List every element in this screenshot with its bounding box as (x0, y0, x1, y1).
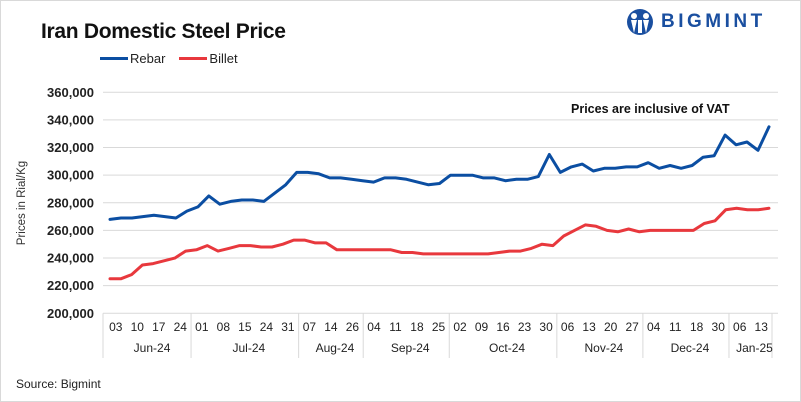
y-tick-label: 320,000 (47, 140, 94, 155)
x-tick-label: 04 (367, 320, 381, 334)
bigmint-logo-icon (627, 9, 653, 35)
x-tick-label: 20 (604, 320, 618, 334)
series-line-billet (108, 206, 771, 281)
y-tick-label: 360,000 (47, 85, 94, 100)
x-tick-label: 30 (539, 320, 553, 334)
x-tick-label: 01 (195, 320, 209, 334)
x-tick-label: 08 (217, 320, 231, 334)
legend-item-billet: Billet (179, 51, 238, 66)
x-tick-label: 24 (174, 320, 188, 334)
x-month-label: Jan-25 (736, 341, 773, 355)
x-tick-label: 31 (281, 320, 295, 334)
chart-title: Iran Domestic Steel Price (41, 20, 286, 43)
x-month-label: Dec-24 (671, 341, 710, 355)
vat-annotation: Prices are inclusive of VAT (571, 102, 730, 116)
series-line-rebar (108, 125, 771, 221)
y-tick-label: 280,000 (47, 195, 94, 210)
x-tick-label: 15 (238, 320, 252, 334)
brand-name: BIGMINT (661, 11, 766, 32)
y-tick-label: 200,000 (47, 306, 94, 321)
x-tick-label: 30 (712, 320, 726, 334)
x-month-label: Nov-24 (585, 341, 624, 355)
x-tick-label: 06 (561, 320, 575, 334)
x-tick-label: 04 (647, 320, 661, 334)
x-tick-label: 18 (410, 320, 424, 334)
x-tick-label: 16 (496, 320, 510, 334)
y-tick-label: 300,000 (47, 168, 94, 183)
x-tick-label: 26 (346, 320, 360, 334)
y-tick-label: 340,000 (47, 112, 94, 127)
x-tick-label: 10 (131, 320, 145, 334)
x-month-label: Aug-24 (316, 341, 355, 355)
x-tick-label: 18 (690, 320, 704, 334)
x-tick-label: 02 (453, 320, 467, 334)
legend-swatch-billet (179, 57, 208, 60)
x-tick-label: 23 (518, 320, 532, 334)
x-tick-label: 14 (324, 320, 338, 334)
x-tick-label: 17 (152, 320, 166, 334)
legend: Rebar Billet (100, 51, 252, 66)
y-tick-label: 220,000 (47, 278, 94, 293)
x-tick-label: 13 (755, 320, 769, 334)
bigmint-logo: BIGMINT (625, 8, 766, 36)
legend-label-billet: Billet (209, 51, 238, 66)
x-tick-label: 11 (389, 320, 402, 334)
x-tick-label: 11 (669, 320, 682, 334)
x-tick-label: 07 (303, 320, 317, 334)
legend-swatch-rebar (100, 57, 128, 60)
x-tick-label: 03 (109, 320, 123, 334)
x-tick-label: 06 (733, 320, 747, 334)
x-tick-label: 13 (582, 320, 596, 334)
y-tick-label: 260,000 (47, 223, 94, 238)
x-tick-label: 24 (260, 320, 274, 334)
x-month-label: Jun-24 (134, 341, 171, 355)
legend-item-rebar: Rebar (100, 51, 165, 66)
x-month-label: Jul-24 (233, 341, 266, 355)
x-tick-label: 27 (625, 320, 639, 334)
x-month-label: Oct-24 (489, 341, 525, 355)
legend-label-rebar: Rebar (130, 51, 166, 66)
x-tick-label: 25 (432, 320, 446, 334)
source-note: Source: Bigmint (16, 377, 101, 391)
x-tick-label: 09 (475, 320, 489, 334)
y-tick-label: 240,000 (47, 251, 94, 266)
x-month-label: Sep-24 (391, 341, 430, 355)
y-axis-label: Prices in Rial/Kg (16, 161, 28, 245)
